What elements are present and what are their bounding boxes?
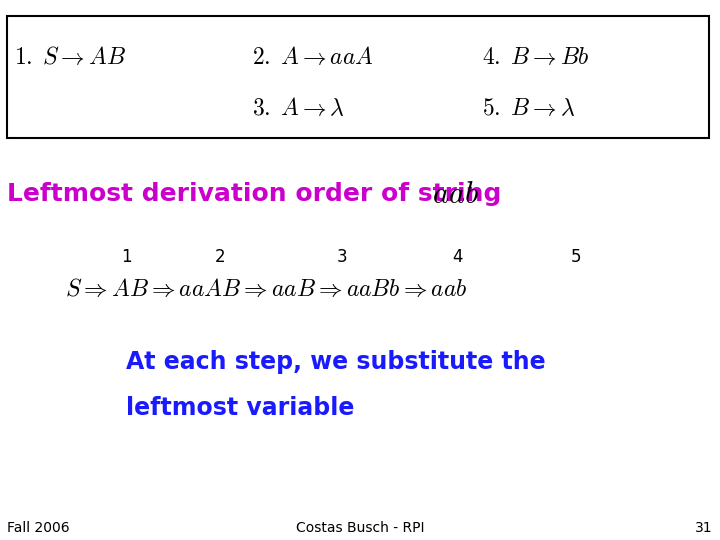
Text: 4: 4 xyxy=(452,247,462,266)
FancyBboxPatch shape xyxy=(7,16,709,138)
Text: 1: 1 xyxy=(121,247,131,266)
Text: leftmost variable: leftmost variable xyxy=(126,396,354,420)
Text: Costas Busch - RPI: Costas Busch - RPI xyxy=(296,521,424,535)
Text: $2.\; A \rightarrow aaA$: $2.\; A \rightarrow aaA$ xyxy=(252,45,374,69)
Text: 3: 3 xyxy=(337,247,347,266)
Text: $aab$: $aab$ xyxy=(432,180,479,209)
Text: $4.\; B \rightarrow Bb$: $4.\; B \rightarrow Bb$ xyxy=(482,45,590,69)
Text: 31: 31 xyxy=(696,521,713,535)
Text: 5: 5 xyxy=(571,247,581,266)
Text: $S \Rightarrow AB \Rightarrow aaAB \Rightarrow aaB \Rightarrow aaBb \Rightarrow : $S \Rightarrow AB \Rightarrow aaAB \Righ… xyxy=(65,277,467,301)
Text: At each step, we substitute the: At each step, we substitute the xyxy=(126,350,546,374)
Text: 2: 2 xyxy=(215,247,225,266)
Text: Fall 2006: Fall 2006 xyxy=(7,521,70,535)
Text: Leftmost derivation order of string: Leftmost derivation order of string xyxy=(7,183,510,206)
Text: $5.\; B \rightarrow \lambda$: $5.\; B \rightarrow \lambda$ xyxy=(482,96,575,120)
Text: $1.\; S \rightarrow AB$: $1.\; S \rightarrow AB$ xyxy=(14,45,127,69)
Text: $3.\; A \rightarrow \lambda$: $3.\; A \rightarrow \lambda$ xyxy=(252,96,345,120)
